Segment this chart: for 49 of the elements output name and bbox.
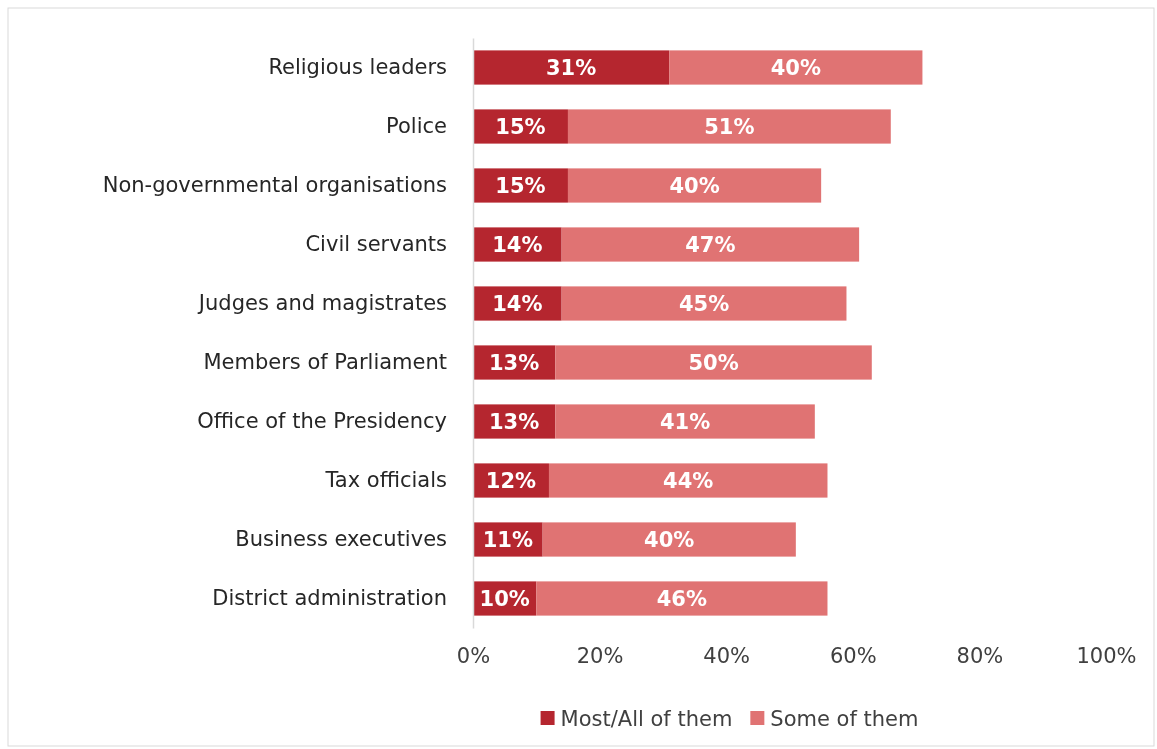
y-tick-label: Religious leaders: [268, 55, 447, 80]
data-label: 11%: [482, 528, 533, 553]
y-tick-label: Office of the Presidency: [197, 409, 447, 434]
x-tick-label: 80%: [956, 643, 1004, 668]
y-tick-label: Tax officials: [324, 468, 447, 493]
bar: [561, 286, 847, 321]
data-label: 40%: [644, 528, 695, 553]
data-label: 13%: [489, 410, 540, 435]
legend-label: Most/All of them: [560, 706, 733, 731]
data-label: 10%: [479, 587, 530, 612]
bar: [567, 168, 822, 203]
x-tick-label: 0%: [456, 643, 491, 668]
data-label: 40%: [669, 174, 720, 199]
legend-label: Some of them: [770, 706, 919, 731]
bar: [669, 50, 923, 85]
bar: [555, 345, 872, 380]
data-label: 40%: [770, 56, 821, 81]
y-tick-label: Civil servants: [305, 232, 447, 257]
y-tick-label: Business executives: [235, 527, 447, 552]
data-label: 50%: [688, 351, 739, 376]
bar: [536, 581, 828, 616]
y-tick-label: District administration: [212, 586, 447, 611]
y-tick-label: Members of Parliament: [203, 350, 447, 375]
y-tick-label: Non-governmental organisations: [102, 173, 447, 198]
data-label: 12%: [485, 469, 537, 494]
x-tick-label: 40%: [703, 643, 751, 668]
x-tick-label: 100%: [1076, 643, 1137, 668]
y-tick-label: Judges and magistrates: [196, 291, 447, 316]
data-label: 15%: [495, 174, 546, 199]
data-label: 31%: [545, 56, 597, 81]
data-label: 15%: [495, 115, 546, 140]
x-tick-label: 60%: [829, 643, 877, 668]
data-label: 14%: [492, 233, 543, 258]
bar: [473, 50, 670, 85]
bar: [548, 463, 828, 498]
data-label: 45%: [678, 292, 730, 317]
data-label: 14%: [492, 292, 543, 317]
bar: [542, 522, 796, 557]
data-label: 47%: [685, 233, 736, 258]
bar: [555, 404, 815, 439]
x-tick-label: 20%: [576, 643, 624, 668]
data-label: 46%: [656, 587, 708, 612]
data-label: 41%: [659, 410, 711, 435]
data-label: 44%: [663, 469, 714, 494]
y-tick-label: Police: [386, 114, 447, 139]
bar: [567, 109, 891, 144]
bar: [561, 227, 860, 262]
data-label: 51%: [704, 115, 755, 140]
data-label: 13%: [489, 351, 540, 376]
